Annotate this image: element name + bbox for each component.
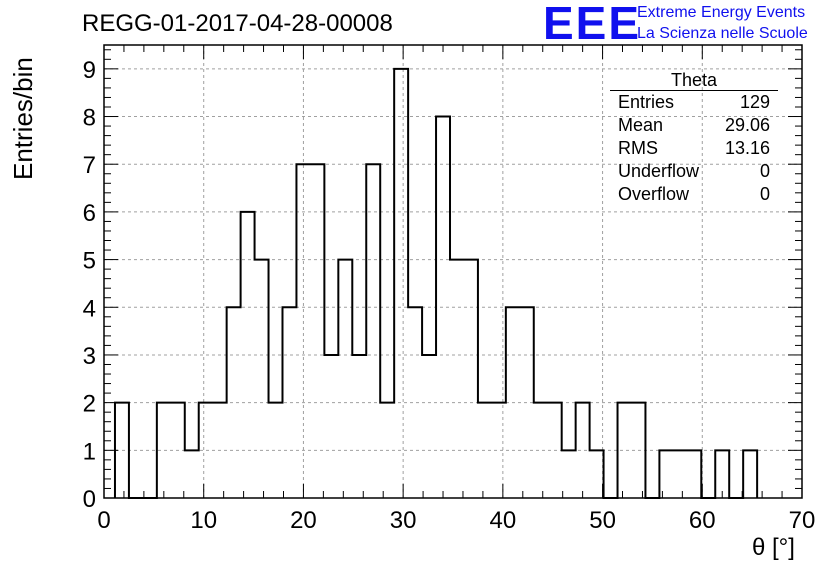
stats-title: Theta <box>610 70 778 91</box>
stat-row-mean: Mean 29.06 <box>610 114 778 137</box>
logo-line-1: Extreme Energy Events <box>637 4 806 21</box>
x-tick-label: 70 <box>789 507 816 534</box>
stat-label: RMS <box>618 138 658 158</box>
stat-value: 0 <box>759 184 770 204</box>
stat-label: Underflow <box>618 161 700 181</box>
stat-label: Mean <box>618 115 664 135</box>
y-tick-label: 8 <box>83 105 96 132</box>
stat-row-rms: RMS 13.16 <box>610 137 778 160</box>
y-tick-label: 7 <box>83 152 96 179</box>
stat-label: Entries <box>618 92 675 112</box>
x-tick-label: 60 <box>689 507 716 534</box>
x-tick-label: 10 <box>190 507 217 534</box>
stat-label: Overflow <box>618 184 690 204</box>
stat-value: 29.06 <box>724 115 770 135</box>
eee-logo: EEE <box>543 0 642 49</box>
stat-row-overflow: Overflow 0 <box>610 183 778 206</box>
y-tick-label: 6 <box>83 200 96 227</box>
stat-row-underflow: Underflow 0 <box>610 160 778 183</box>
x-tick-label: 40 <box>490 507 517 534</box>
y-tick-label: 9 <box>83 57 96 84</box>
x-tick-label: 20 <box>290 507 317 534</box>
y-tick-label: 1 <box>83 438 96 465</box>
logo-line-2: La Scienza nelle Scuole <box>637 25 808 42</box>
y-tick-label: 4 <box>83 295 96 322</box>
stat-value: 13.16 <box>724 138 770 158</box>
y-tick-label: 0 <box>83 486 96 513</box>
y-tick-label: 2 <box>83 391 96 418</box>
plot-frame <box>103 44 803 499</box>
x-tick-label: 30 <box>390 507 417 534</box>
stats-box: Theta Entries 129 Mean 29.06 RMS 13.16 U… <box>610 70 778 206</box>
x-axis-label: θ [°] <box>752 534 795 561</box>
chart-title: REGG-01-2017-04-28-00008 <box>82 10 393 37</box>
y-tick-label: 3 <box>83 343 96 370</box>
stat-row-entries: Entries 129 <box>610 91 778 114</box>
x-tick-label: 50 <box>589 507 616 534</box>
stat-value: 129 <box>739 92 770 112</box>
y-tick-label: 5 <box>83 248 96 275</box>
stat-value: 0 <box>759 161 770 181</box>
y-axis-label: Entries/bin <box>8 57 38 180</box>
x-tick-label: 0 <box>97 507 110 534</box>
